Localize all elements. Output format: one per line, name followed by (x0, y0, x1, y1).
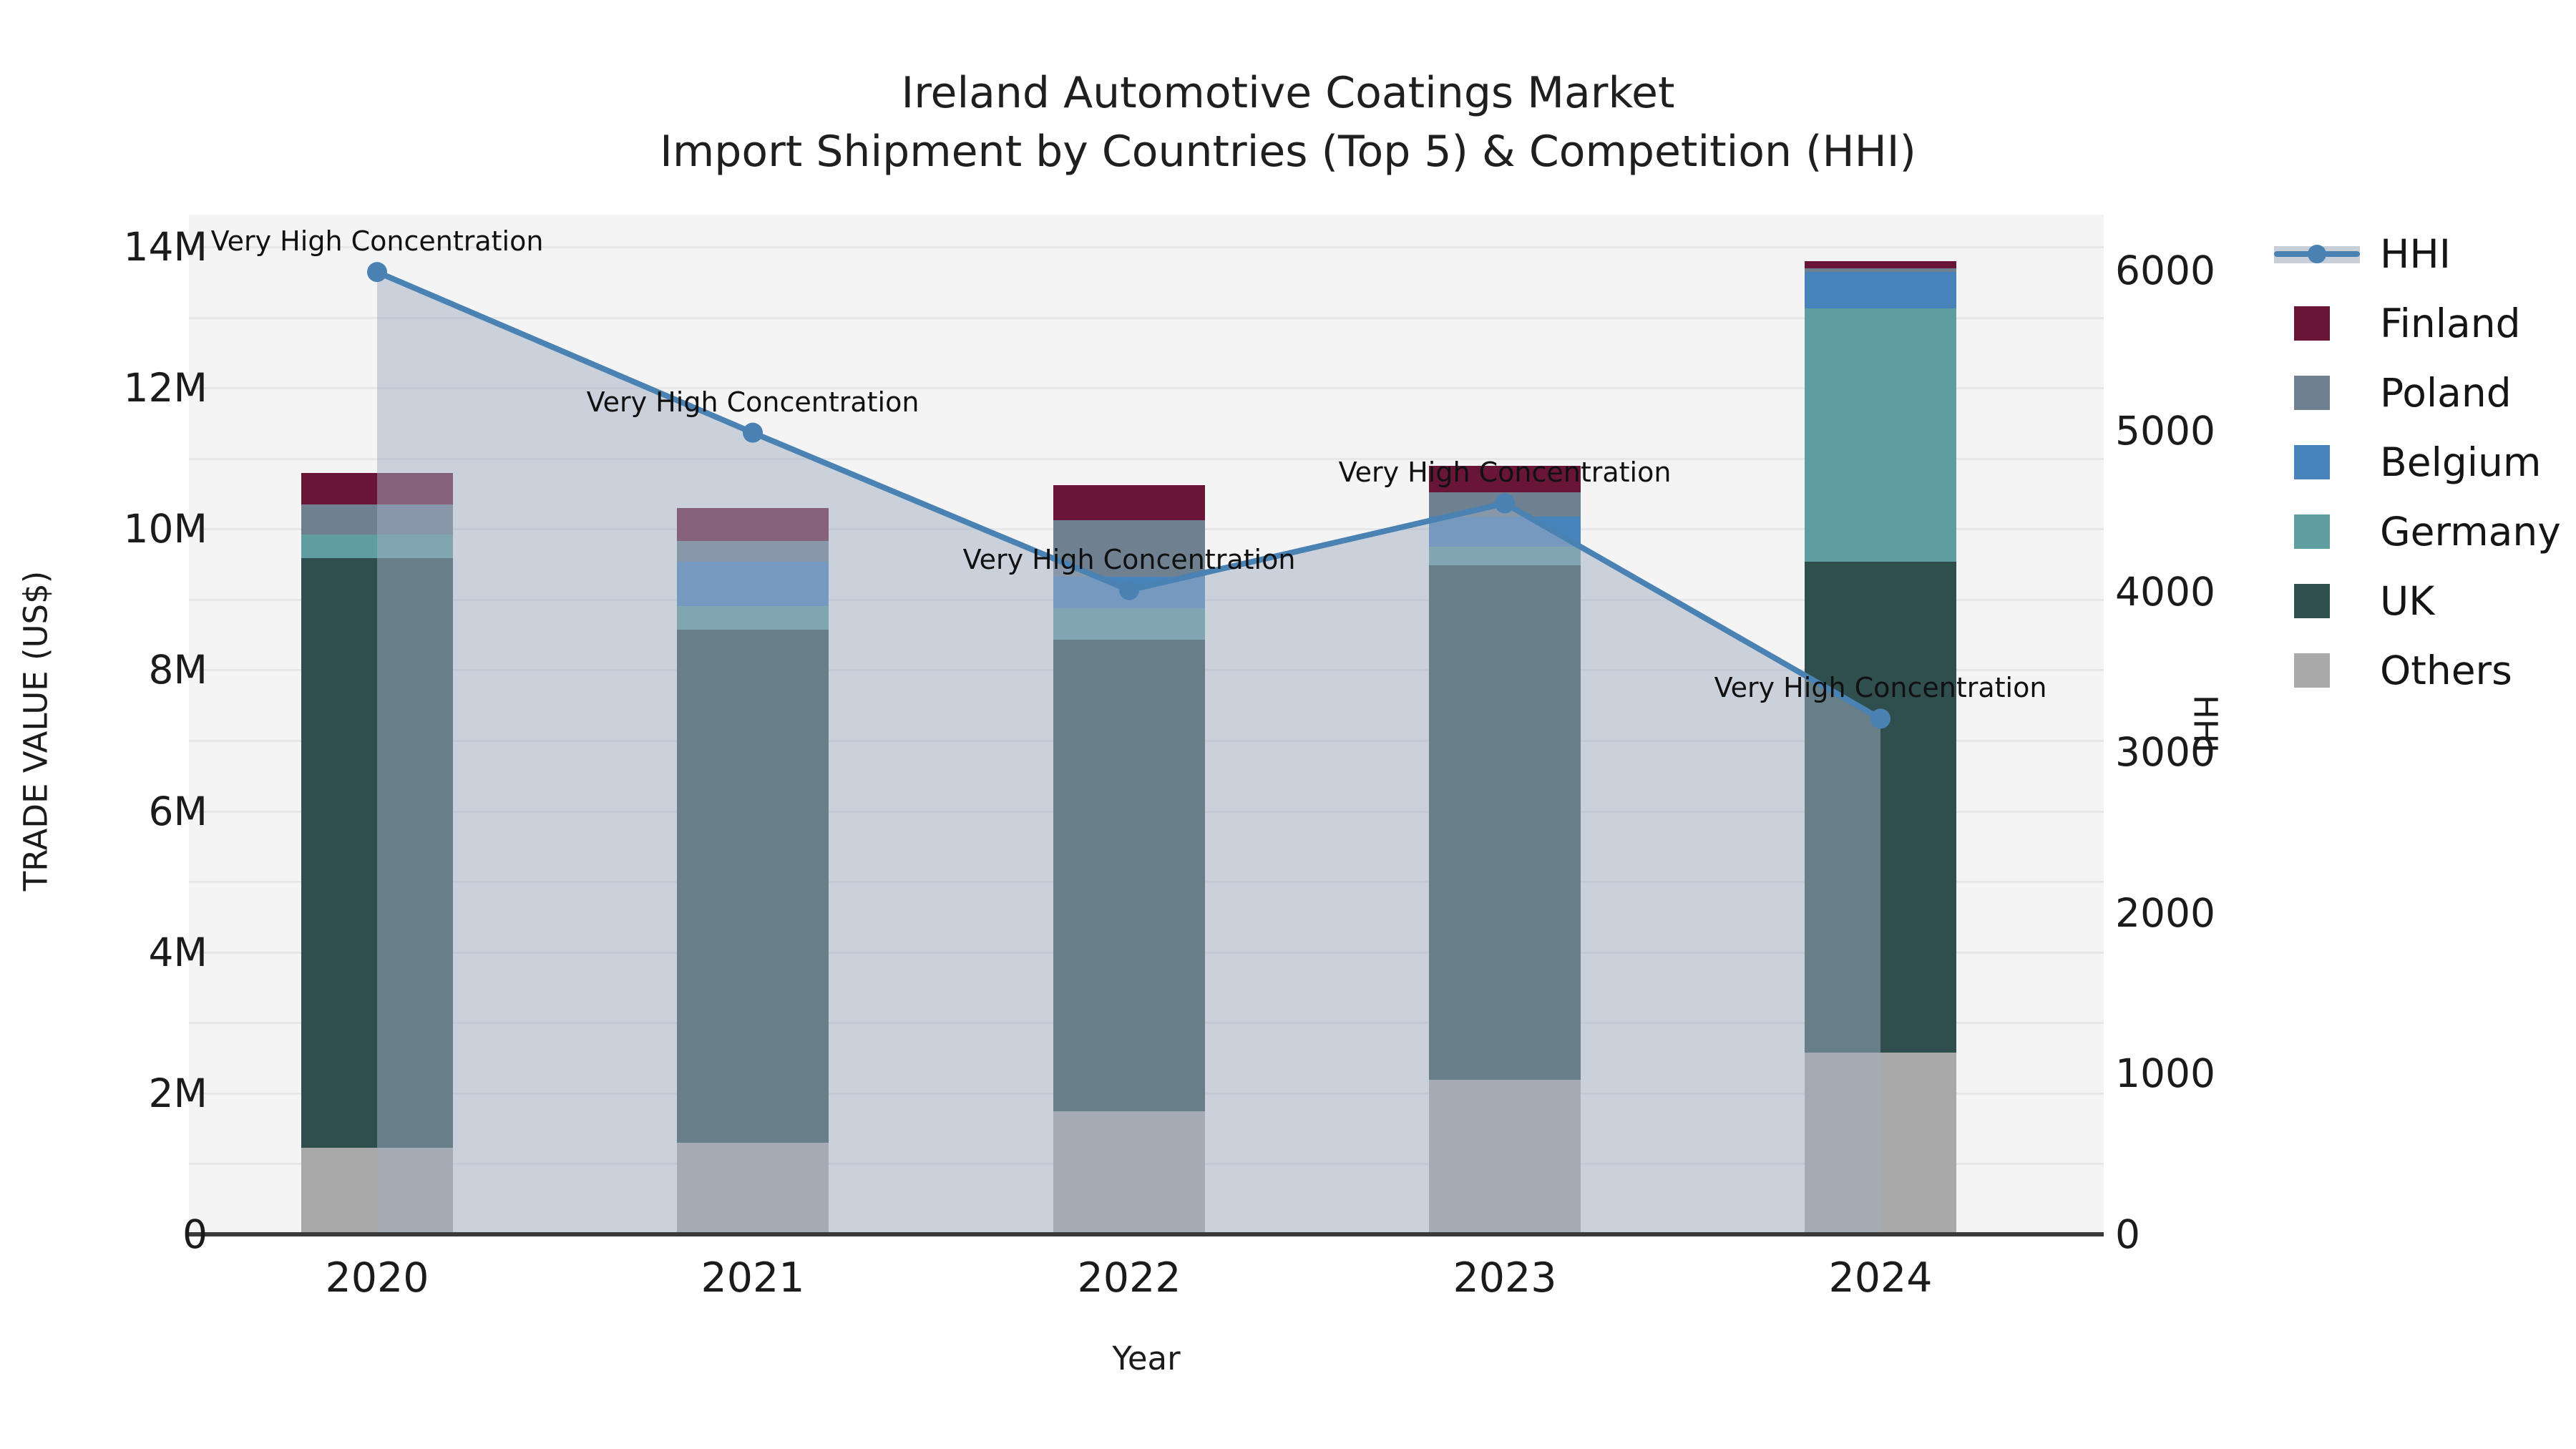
legend-label-germany: Germany (2380, 509, 2561, 555)
hhi-marker-2024 (1870, 708, 1890, 729)
hhi-marker-swatch (2308, 245, 2326, 263)
gridline (189, 316, 2104, 319)
right-tick-2000: 2000 (2115, 889, 2215, 936)
gridline (189, 457, 2104, 460)
left-tick-8M: 8M (148, 647, 208, 693)
x-tick-2020: 2020 (325, 1254, 429, 1302)
legend-label-others: Others (2380, 648, 2512, 693)
legend-item-belgium: Belgium (2274, 437, 2541, 487)
color-swatch (2294, 584, 2330, 618)
legend-swatch-belgium (2274, 437, 2360, 487)
left-tick-4M: 4M (148, 929, 208, 975)
left-axis-title: TRADE VALUE (US$) (16, 570, 55, 892)
legend-swatch-others (2274, 645, 2360, 696)
x-tick-2022: 2022 (1077, 1254, 1181, 1302)
chart-title-line2: Import Shipment by Countries (Top 5) & C… (660, 127, 1916, 177)
legend-item-poland: Poland (2274, 368, 2512, 418)
x-tick-2023: 2023 (1453, 1254, 1557, 1302)
legend-swatch-germany (2274, 507, 2360, 557)
legend-swatch-poland (2274, 368, 2360, 418)
right-tick-5000: 5000 (2115, 408, 2215, 454)
right-axis-title: HHI (2186, 695, 2225, 753)
legend-label-hhi: HHI (2380, 231, 2451, 277)
right-tick-6000: 6000 (2115, 247, 2215, 293)
chart-title-line1: Ireland Automotive Coatings Market (901, 68, 1675, 118)
legend-swatch-uk (2274, 576, 2360, 626)
legend-label-uk: UK (2380, 578, 2435, 624)
bar-segment-2024-finland (1805, 260, 1956, 268)
hhi-line-legend-symbol (2274, 229, 2360, 279)
color-swatch (2294, 306, 2330, 341)
left-tick-14M: 14M (123, 224, 208, 270)
legend-label-belgium: Belgium (2380, 439, 2542, 485)
annotation-2024: Very High Concentration (1714, 672, 2047, 704)
left-tick-2M: 2M (148, 1070, 208, 1116)
bar-segment-2023-finland (1429, 465, 1581, 493)
legend-swatch-finland (2274, 298, 2360, 348)
legend-label-finland: Finland (2380, 301, 2521, 346)
left-tick-12M: 12M (123, 365, 208, 411)
hhi-marker-2023 (1495, 493, 1515, 514)
annotation-2022: Very High Concentration (962, 543, 1296, 575)
legend-item-uk: UK (2274, 576, 2434, 626)
right-tick-4000: 4000 (2115, 568, 2215, 615)
legend-item-hhi: HHI (2274, 229, 2451, 279)
x-tick-2024: 2024 (1828, 1254, 1933, 1302)
bar-segment-2024-germany (1805, 308, 1956, 562)
hhi-marker-2021 (743, 422, 763, 443)
color-swatch (2294, 514, 2330, 549)
color-swatch (2294, 653, 2330, 688)
left-tick-10M: 10M (123, 506, 208, 552)
legend-label-poland: Poland (2380, 370, 2512, 416)
color-swatch (2294, 445, 2330, 479)
plot-area: Very High Concentration Very High Concent… (189, 215, 2104, 1234)
gridline (189, 246, 2104, 249)
hhi-line-chart (367, 262, 1890, 1234)
legend-item-others: Others (2274, 645, 2512, 696)
x-axis-spine (189, 1232, 2104, 1236)
bar-segment-2024-poland (1805, 268, 1956, 272)
legend-item-finland: Finland (2274, 298, 2521, 348)
annotation-2023: Very High Concentration (1338, 457, 1672, 489)
right-tick-1000: 1000 (2115, 1050, 2215, 1097)
bar-segment-2024-belgium (1805, 271, 1956, 308)
hhi-marker-2020 (367, 262, 387, 283)
right-tick-3000: 3000 (2115, 729, 2215, 776)
gridline (189, 387, 2104, 390)
annotation-2021: Very High Concentration (586, 386, 919, 418)
right-tick-0: 0 (2115, 1211, 2140, 1257)
left-tick-0: 0 (182, 1211, 208, 1257)
x-axis-title: Year (1112, 1340, 1181, 1377)
color-swatch (2294, 376, 2330, 410)
left-tick-6M: 6M (148, 788, 208, 834)
x-tick-2021: 2021 (701, 1254, 805, 1302)
annotation-2020: Very High Concentration (210, 225, 544, 258)
legend-item-germany: Germany (2274, 507, 2561, 557)
hhi-marker-2022 (1119, 580, 1139, 600)
bar-segment-2022-finland (1053, 485, 1205, 520)
